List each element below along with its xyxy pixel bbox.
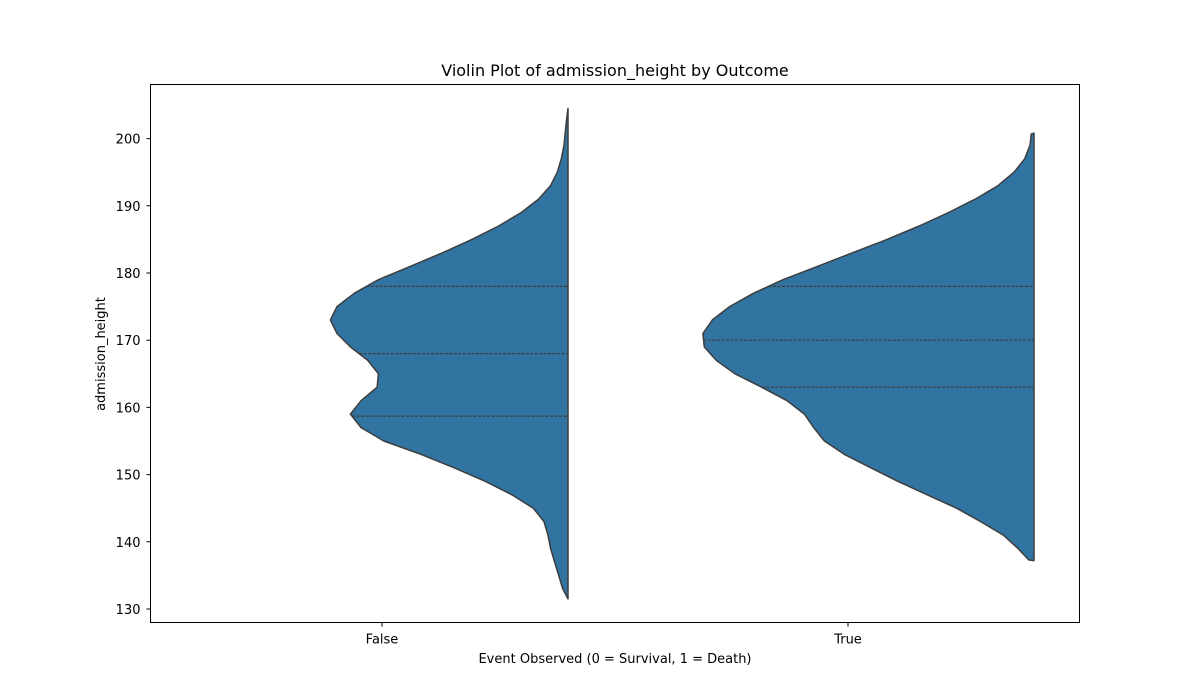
y-tick-label: 170 [116, 334, 141, 349]
x-axis-label: Event Observed (0 = Survival, 1 = Death) [478, 652, 751, 667]
y-tick-label: 200 [116, 133, 141, 148]
x-tick-label: True [833, 633, 862, 648]
y-tick-label: 190 [116, 200, 141, 215]
chart-title: Violin Plot of admission_height by Outco… [441, 61, 789, 81]
violins-layer [329, 107, 1035, 600]
y-axis-ticks: 130 140 150 160 170 180 190 200 [116, 133, 151, 618]
y-tick-label: 140 [116, 536, 141, 551]
plot-frame [150, 84, 1080, 623]
x-axis-ticks: False True [366, 622, 862, 648]
y-axis-label: admission_height [94, 297, 109, 411]
y-tick-label: 130 [116, 603, 141, 618]
x-tick-label: False [366, 633, 399, 648]
violin-true [702, 132, 1035, 562]
y-tick-label: 160 [116, 401, 141, 416]
y-tick-label: 180 [116, 267, 141, 282]
y-tick-label: 150 [116, 469, 141, 484]
